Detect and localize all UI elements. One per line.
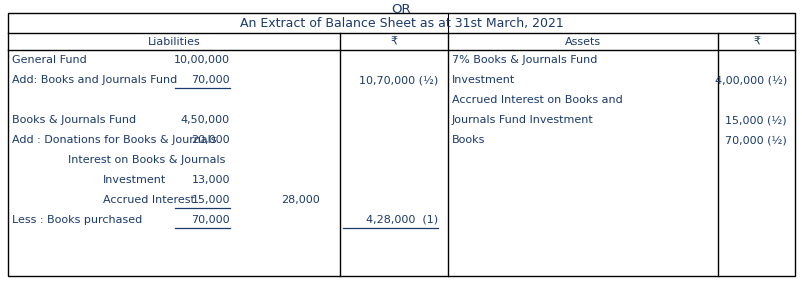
Text: Books & Journals Fund: Books & Journals Fund <box>12 115 136 125</box>
Text: 13,000: 13,000 <box>191 175 229 185</box>
Text: Less : Books purchased: Less : Books purchased <box>12 215 142 225</box>
Text: Interest on Books & Journals: Interest on Books & Journals <box>68 155 225 165</box>
Text: 4,28,000  (1): 4,28,000 (1) <box>366 215 437 225</box>
Bar <box>8 13 794 276</box>
Text: 70,000: 70,000 <box>191 75 229 85</box>
Text: 70,000 (½): 70,000 (½) <box>724 135 786 145</box>
Text: 10,70,000 (½): 10,70,000 (½) <box>358 75 437 85</box>
Text: Accrued Interest on Books and: Accrued Interest on Books and <box>452 95 622 105</box>
Text: General Fund: General Fund <box>12 55 87 65</box>
Text: Accrued Interest: Accrued Interest <box>103 195 195 205</box>
Text: 15,000 (½): 15,000 (½) <box>724 115 786 125</box>
Text: 10,00,000: 10,00,000 <box>174 55 229 65</box>
Text: 7% Books & Journals Fund: 7% Books & Journals Fund <box>452 55 597 65</box>
Text: Liabilities: Liabilities <box>148 37 200 47</box>
Text: 28,000: 28,000 <box>281 195 320 205</box>
Text: Add: Books and Journals Fund: Add: Books and Journals Fund <box>12 75 177 85</box>
Text: 15,000: 15,000 <box>191 195 229 205</box>
Text: 4,50,000: 4,50,000 <box>180 115 229 125</box>
Text: Investment: Investment <box>103 175 166 185</box>
Text: ₹: ₹ <box>752 37 759 47</box>
Text: An Extract of Balance Sheet as at 31st March, 2021: An Extract of Balance Sheet as at 31st M… <box>239 17 563 30</box>
Text: 70,000: 70,000 <box>191 215 229 225</box>
Text: Books: Books <box>452 135 484 145</box>
Text: Add : Donations for Books & Journals: Add : Donations for Books & Journals <box>12 135 217 145</box>
Text: Investment: Investment <box>452 75 515 85</box>
Text: 4,00,000 (½): 4,00,000 (½) <box>714 75 786 85</box>
Text: OR: OR <box>391 3 411 16</box>
Text: ₹: ₹ <box>390 37 397 47</box>
Text: 20,000: 20,000 <box>191 135 229 145</box>
Text: Journals Fund Investment: Journals Fund Investment <box>452 115 593 125</box>
Text: Assets: Assets <box>565 37 601 47</box>
